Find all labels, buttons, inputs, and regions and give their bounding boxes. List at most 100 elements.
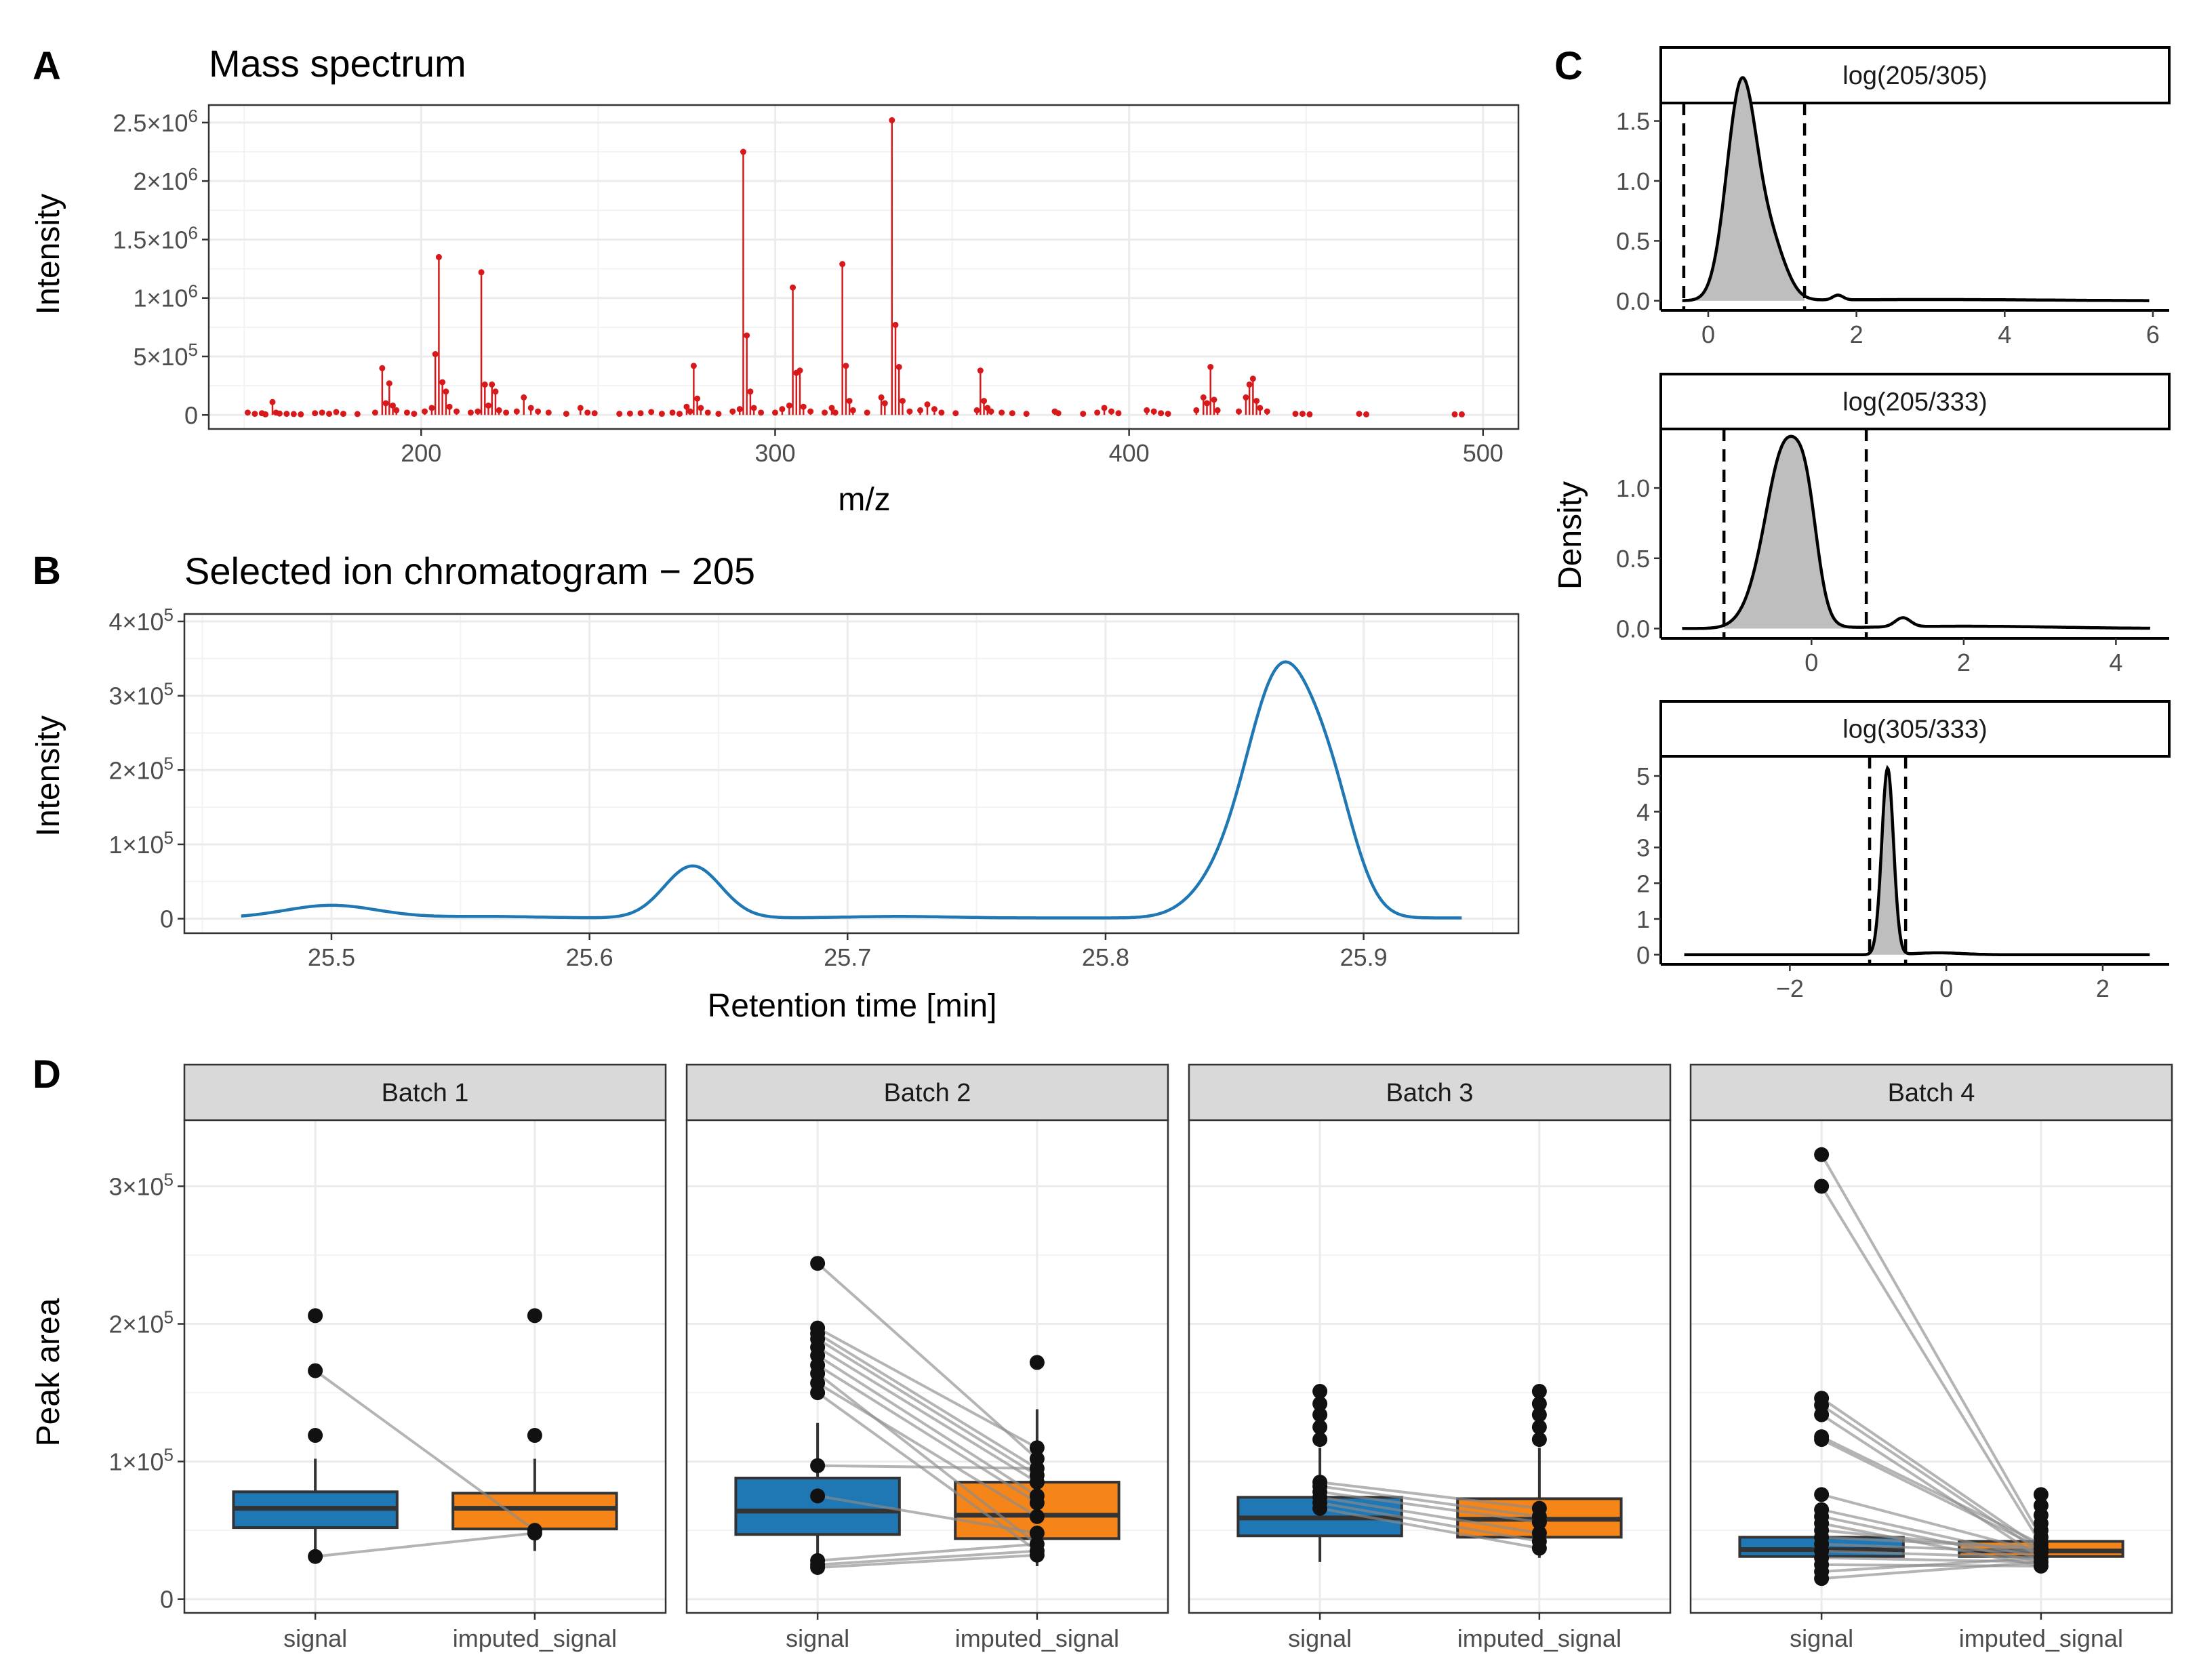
panel-a-peak-point	[577, 405, 584, 411]
panel-c-density-line	[1684, 764, 2150, 957]
panel-d-pair-line	[1820, 1153, 2042, 1538]
panel-a-peak-point	[895, 364, 902, 371]
panel-c-density-line	[1682, 76, 2150, 302]
panel-d-border	[1188, 1119, 1672, 1614]
panel-c-strip	[1659, 373, 2171, 430]
panel-d-x-tick-label: signal	[1790, 1624, 1853, 1652]
panel-a-peak-point	[988, 408, 994, 415]
panel-d-point-imputed	[1029, 1355, 1045, 1370]
panel-c-strip-label: log(305/333)	[1842, 716, 1987, 744]
panel-a-peak-point	[269, 398, 276, 405]
panel-a-title: Mass spectrum	[209, 42, 466, 85]
panel-d-border	[685, 1119, 1169, 1614]
panel-a-peak-point	[326, 411, 333, 417]
panel-a-peak-point	[849, 407, 856, 413]
panel-a-peak-point	[503, 409, 510, 416]
panel-a-xlabel: m/z	[838, 482, 890, 518]
panel-a-peak-point	[786, 402, 792, 409]
panel-d-point-signal	[1814, 1571, 1830, 1586]
panel-c-y-tick-label: 1.5	[1616, 108, 1650, 136]
panel-d-pair-line	[1319, 1485, 1540, 1518]
panel-c-x-tick-label: 0	[1701, 321, 1715, 348]
panel-a-peak-point	[832, 409, 839, 416]
panel-a-y-tick-label: 1×106	[133, 281, 198, 312]
panel-a-peak-point	[290, 411, 297, 417]
panel-a-peak-point	[648, 409, 655, 415]
panel-c-y-tick-label: 4	[1636, 798, 1650, 826]
panel-a-peak-point	[1235, 408, 1242, 415]
panel-a-peak-point	[1193, 407, 1200, 413]
panel-c-y-tick-label: 1.0	[1616, 167, 1650, 195]
panel-b-x-tick-label: 25.7	[824, 943, 871, 971]
panel-a-peak-point	[403, 409, 410, 416]
panel-a-background	[209, 105, 1518, 429]
panel-c-density-shade	[1724, 436, 1867, 629]
panel-d-pair-line	[817, 1326, 1038, 1450]
panel-d-point-signal	[1312, 1396, 1328, 1412]
panel-a-ylabel: Intensity	[31, 194, 66, 315]
panel-a-peak-point	[938, 409, 945, 416]
panel-a-peak-point	[333, 409, 340, 415]
panel-c-strip	[1659, 700, 2171, 758]
panel-a-peak-point	[422, 408, 428, 415]
panel-a-peak-point	[496, 407, 502, 413]
panel-a-peak-point	[443, 388, 449, 395]
panel-d-point-signal	[308, 1428, 323, 1443]
panel-d-point-imputed	[1531, 1419, 1547, 1435]
panel-a-peak-point	[846, 398, 853, 405]
panel-d-point-imputed	[1531, 1540, 1547, 1556]
panel-a-peak-point	[481, 381, 488, 388]
panel-b-title: Selected ion chromatogram − 205	[184, 550, 755, 592]
panel-a-peak-point	[1299, 411, 1306, 417]
panel-a-peak-point	[478, 269, 485, 276]
panel-c-y-tick-label: 0.0	[1616, 287, 1650, 315]
panel-d-point-imputed	[2033, 1558, 2049, 1574]
panel-a-peak-point	[616, 411, 623, 417]
panel-a-peak-point	[1115, 410, 1122, 417]
panel-d-strip-label: Batch 4	[1888, 1079, 1975, 1107]
panel-d-x-tick-label: signal	[786, 1624, 849, 1652]
panel-a-peak-point	[797, 367, 803, 374]
panel-a-peak-point	[283, 411, 290, 417]
panel-c-x-tick-label: 2	[1850, 321, 1863, 348]
panel-a-peak-point	[917, 407, 924, 413]
panel-d-strip-label: Batch 3	[1386, 1079, 1474, 1107]
panel-label-c: C	[1554, 44, 1583, 88]
panel-a-peak-point	[899, 398, 906, 405]
panel-a-peak-point	[744, 332, 750, 339]
panel-d-pair-line	[817, 1346, 1038, 1483]
panel-d-y-tick-label: 0	[160, 1586, 174, 1614]
panel-c-x-tick-label: 4	[1998, 321, 2011, 348]
panel-a-peak-point	[1356, 411, 1363, 417]
panel-c-strip-label: log(205/333)	[1842, 388, 1987, 417]
panel-a-peak-point	[446, 403, 453, 410]
panel-a-peak-point	[535, 408, 542, 415]
panel-a-peak-point	[244, 409, 251, 416]
panel-a-peak-point	[453, 408, 460, 415]
panel-a-peak-point	[750, 405, 757, 411]
panel-label-b: B	[33, 549, 61, 593]
panel-d-point-imputed	[1531, 1407, 1547, 1422]
panel-c-y-tick-label: 3	[1636, 834, 1650, 862]
panel-b-y-tick-label: 4×105	[108, 605, 174, 636]
panel-d-point-signal	[810, 1458, 826, 1473]
panel-a-x-tick-label: 500	[1463, 439, 1504, 467]
panel-d-pair-line	[817, 1549, 1038, 1566]
panel-d-y-tick-label: 2×105	[108, 1307, 174, 1338]
panel-a-peak-point	[1203, 400, 1210, 407]
panel-d-point-signal	[308, 1549, 323, 1564]
panel-a-mass-spectrum: Mass spectrum m/z Intensity 200 300 400 500…	[31, 42, 1520, 518]
panel-a-peak-point	[952, 410, 959, 417]
panel-d-point-imputed	[527, 1428, 542, 1443]
panel-a-peak-point	[790, 284, 797, 291]
panel-d-point-imputed	[1029, 1475, 1045, 1490]
panel-b-x-tick-label: 25.6	[566, 943, 613, 971]
panel-c-y-tick-label: 2	[1636, 869, 1650, 897]
panel-d-pair-line	[315, 1532, 536, 1558]
panel-a-x-tick-label: 400	[1109, 439, 1150, 467]
panel-d-pair-line	[816, 1372, 1039, 1546]
panel-c-density-shade	[1683, 77, 1805, 301]
panel-a-peak-point	[658, 411, 665, 417]
panel-a-peak-point	[467, 409, 474, 416]
panel-a-peak-point	[1253, 398, 1260, 405]
